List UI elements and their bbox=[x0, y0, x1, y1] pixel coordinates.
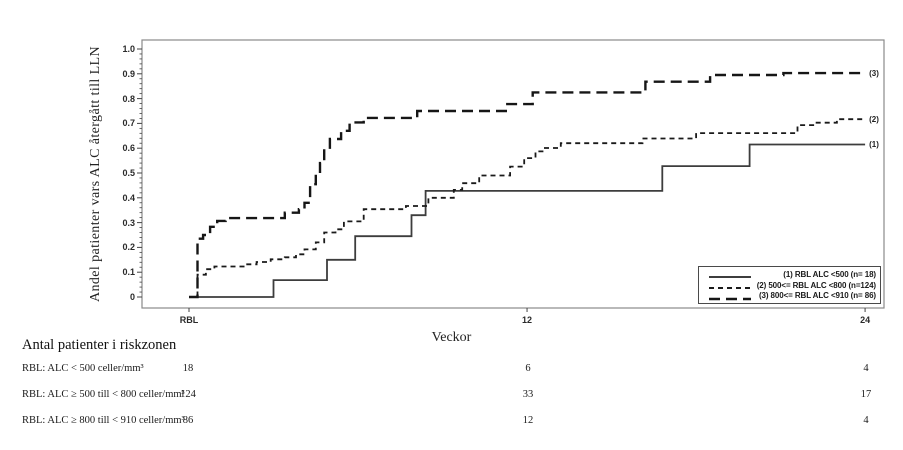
y-tick-label: 0.8 bbox=[122, 93, 135, 104]
y-tick-label: 0.9 bbox=[122, 68, 135, 79]
legend-row-1: (1) RBL ALC <500 (n= 18) bbox=[703, 269, 876, 280]
risk-count: 18 bbox=[182, 363, 194, 374]
legend-row-3: (3) 800<= RBL ALC <910 (n= 86) bbox=[703, 290, 876, 301]
curve-end-label-1: (1) bbox=[869, 140, 879, 150]
plot-border bbox=[141, 39, 885, 309]
legend-line-sample-solid bbox=[703, 269, 753, 279]
curve-end-label-3: (3) bbox=[869, 69, 879, 79]
km-curve-2 bbox=[189, 118, 866, 298]
risk-count: 6 bbox=[525, 363, 531, 374]
y-tick-label: 0.5 bbox=[122, 168, 135, 178]
curve-end-label-2: (2) bbox=[869, 115, 879, 125]
risk-count: 12 bbox=[522, 415, 534, 426]
risk-count: 86 bbox=[182, 415, 194, 426]
legend: (1) RBL ALC <500 (n= 18) (2) 500<= RBL A… bbox=[698, 266, 881, 304]
risk-table-title: Antal patienter i riskzonen bbox=[22, 337, 177, 353]
legend-line-sample-short-dash bbox=[703, 280, 753, 290]
y-tick-label: 0 bbox=[129, 292, 135, 302]
x-tick-label: RBL bbox=[179, 315, 199, 325]
x-tick-label: 12 bbox=[522, 315, 533, 325]
risk-count: 4 bbox=[863, 363, 869, 374]
y-tick-label: 1.0 bbox=[122, 44, 135, 54]
y-tick-label: 0.3 bbox=[122, 217, 135, 228]
risk-count: 124 bbox=[180, 389, 196, 400]
y-tick-label: 0.1 bbox=[122, 267, 135, 278]
y-tick-label: 0.6 bbox=[122, 143, 135, 154]
risk-count: 17 bbox=[860, 389, 872, 400]
legend-label-3: (3) 800<= RBL ALC <910 (n= 86) bbox=[758, 291, 876, 301]
legend-line-sample-long-dash bbox=[703, 291, 753, 301]
legend-label-2: (2) 500<= RBL ALC <800 (n=124) bbox=[756, 280, 876, 290]
risk-count: 33 bbox=[522, 389, 534, 400]
y-tick-label: 0.2 bbox=[122, 242, 135, 253]
y-tick-label: 0.4 bbox=[122, 192, 135, 203]
y-tick-label: 0.7 bbox=[122, 118, 135, 129]
risk-row-label-2: RBL: ALC ≥ 500 till < 800 celler/mm³ bbox=[22, 389, 185, 400]
risk-row-label-3: RBL: ALC ≥ 800 till < 910 celler/mm³ bbox=[22, 415, 185, 426]
x-axis-title: Veckor bbox=[431, 330, 472, 345]
legend-sample-canvas bbox=[709, 297, 751, 300]
legend-row-2: (2) 500<= RBL ALC <800 (n=124) bbox=[703, 280, 876, 291]
legend-label-1: (1) RBL ALC <500 (n= 18) bbox=[783, 269, 876, 279]
legend-sample-canvas bbox=[709, 276, 751, 279]
risk-row-label-1: RBL: ALC < 500 celler/mm³ bbox=[22, 363, 144, 374]
km-curve-3 bbox=[189, 71, 866, 299]
legend-sample-canvas bbox=[709, 287, 751, 289]
x-tick-label: 24 bbox=[860, 315, 871, 325]
risk-count: 4 bbox=[863, 415, 869, 426]
km-curve-1 bbox=[189, 143, 866, 298]
